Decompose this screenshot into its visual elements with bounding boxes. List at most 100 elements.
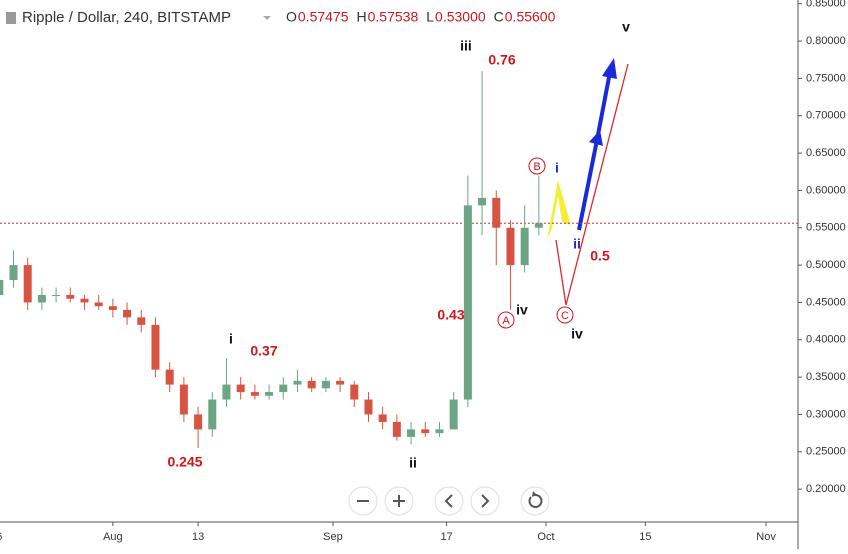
- candle-body: [321, 380, 330, 389]
- wave-circle-label: A: [502, 315, 510, 327]
- plus-icon: [393, 495, 405, 507]
- wave-label: 0.245: [167, 454, 202, 470]
- y-tick-label: 0.55000: [806, 222, 846, 234]
- candle-body: [23, 265, 32, 303]
- yellow-arrow: [547, 180, 571, 240]
- ohlc-label: L: [426, 9, 434, 25]
- x-tick-label: Nov: [756, 531, 776, 543]
- y-tick-label: 0.75000: [806, 72, 846, 84]
- candle-body: [478, 197, 487, 206]
- candle-body: [37, 294, 46, 303]
- reset-icon-head: [532, 491, 537, 497]
- zoom-controls: [348, 486, 550, 516]
- wave-circle: [497, 311, 515, 329]
- ohlc-value: 0.55600: [505, 9, 556, 25]
- y-tick-label: 0.30000: [806, 408, 846, 420]
- candle-body: [123, 309, 132, 318]
- candle-body: [194, 414, 203, 430]
- wave-label: 0.76: [488, 52, 515, 68]
- x-tick-label: Aug: [103, 531, 123, 543]
- y-tick-label: 0.25000: [806, 446, 846, 458]
- blue-arrow: [577, 139, 599, 231]
- candle-body: [66, 294, 75, 299]
- ohlc-label: H: [357, 9, 367, 25]
- candle-body: [492, 197, 501, 228]
- ohlc-legend: O 0.57475 H 0.57538 L 0.53000 C 0.55600: [286, 9, 556, 25]
- wave-label: v: [622, 19, 630, 35]
- candle-body: [279, 384, 288, 393]
- candle-body: [378, 414, 387, 422]
- candle-body: [307, 380, 316, 389]
- y-tick-label: 0.50000: [806, 259, 846, 271]
- x-tick-label: Sep: [323, 531, 343, 543]
- wave-circle-label: C: [561, 310, 569, 322]
- candle-body: [421, 429, 430, 434]
- candle-body: [534, 223, 543, 228]
- y-tick-label: 0.80000: [806, 35, 846, 47]
- candle-body: [435, 429, 444, 434]
- x-tick-label: 13: [192, 531, 204, 543]
- candle-body: [265, 392, 274, 396]
- wave-label: ii: [409, 455, 417, 471]
- scroll-right-button[interactable]: [470, 486, 500, 516]
- candle-body: [165, 369, 174, 385]
- candle-body: [293, 380, 302, 385]
- candle-body: [94, 302, 103, 307]
- wave-circle: [528, 157, 546, 175]
- wave-label: 0.43: [437, 307, 464, 323]
- candle-body: [222, 384, 231, 400]
- x-tick-label: 6: [0, 531, 2, 543]
- candle-body: [179, 384, 188, 415]
- candle-body: [0, 280, 4, 295]
- y-tick-label: 0.65000: [806, 147, 846, 159]
- blue-arrowhead: [602, 58, 617, 79]
- candle-body: [236, 384, 245, 393]
- wave-label: 0.5: [590, 248, 610, 264]
- candle-body: [151, 324, 160, 370]
- candle-body: [80, 298, 89, 303]
- candle-body: [9, 265, 18, 281]
- y-tick-label: 0.35000: [806, 371, 846, 383]
- ohlc-label: O: [286, 9, 297, 25]
- ohlc-value: 0.53000: [435, 9, 486, 25]
- reset-icon: [528, 494, 543, 508]
- reset-button[interactable]: [520, 486, 550, 516]
- candle-body: [506, 227, 515, 266]
- wave-label: i: [555, 160, 559, 176]
- wave-label: iii: [460, 38, 472, 54]
- candle-body: [336, 380, 345, 385]
- dropdown-icon[interactable]: [263, 16, 271, 20]
- candle-body: [364, 399, 373, 415]
- y-tick-label: 0.40000: [806, 334, 846, 346]
- y-tick-label: 0.70000: [806, 110, 846, 122]
- x-tick-label: 17: [440, 531, 452, 543]
- candle-body: [137, 317, 146, 325]
- wave-label: i: [229, 331, 233, 347]
- candle-body: [250, 392, 259, 396]
- candle-body: [108, 306, 117, 310]
- candle-body: [208, 399, 217, 430]
- wave-label: iv: [516, 302, 528, 318]
- symbol-icon: [6, 12, 16, 24]
- left-icon: [444, 494, 453, 508]
- wave-label: ii: [573, 236, 581, 252]
- projection-lines: [547, 58, 629, 306]
- wave-label: 0.37: [250, 343, 277, 359]
- x-tick-label: Oct: [537, 531, 554, 543]
- y-tick-label: 0.45000: [806, 296, 846, 308]
- candle-body: [463, 205, 472, 400]
- candle-body: [407, 429, 416, 437]
- chart-title: Ripple / Dollar, 240, BITSTAMP: [22, 9, 231, 26]
- x-tick-label: 15: [639, 531, 651, 543]
- candle-body: [449, 399, 458, 430]
- y-tick-label: 0.20000: [806, 483, 846, 495]
- wave-label: iv: [571, 326, 583, 342]
- ohlc-value: 0.57538: [368, 9, 419, 25]
- candle-body: [392, 421, 401, 437]
- candle-body: [520, 227, 529, 266]
- scroll-left-button[interactable]: [434, 486, 464, 516]
- ohlc-label: C: [494, 9, 504, 25]
- red-projection: [555, 63, 629, 306]
- y-tick-label: 0.60000: [806, 184, 846, 196]
